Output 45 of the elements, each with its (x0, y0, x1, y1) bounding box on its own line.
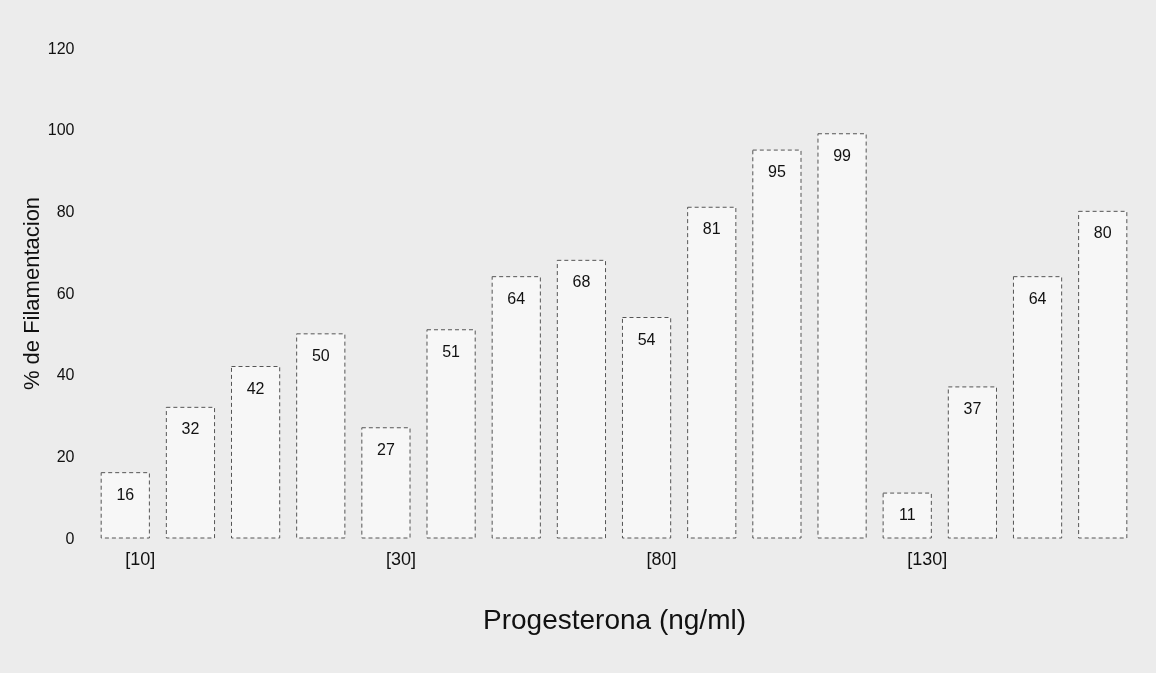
data-label: 95 (768, 163, 786, 181)
data-label: 68 (572, 273, 591, 291)
bar (1012, 276, 1063, 539)
bar (296, 333, 346, 539)
data-label: 51 (442, 342, 461, 360)
data-label: 32 (181, 420, 200, 438)
x-tick-label: [130] (907, 548, 948, 569)
data-label: 64 (1028, 289, 1047, 307)
bar (231, 366, 281, 539)
bar (752, 149, 802, 539)
y-tick-label: 100 (47, 121, 75, 139)
bar (1078, 210, 1128, 539)
bar (556, 259, 607, 539)
data-label: 11 (898, 506, 916, 524)
x-tick-label: [30] (385, 548, 416, 569)
data-label: 16 (116, 485, 135, 503)
x-tick-label: [80] (646, 548, 677, 569)
bar (687, 206, 737, 539)
bar (361, 427, 411, 539)
data-label: 27 (377, 440, 395, 458)
bar (817, 133, 867, 539)
bar (882, 492, 932, 539)
bar (165, 406, 216, 539)
bar (426, 329, 476, 539)
y-tick-label: 0 (65, 529, 75, 547)
y-tick-label: 120 (47, 39, 75, 57)
bar (100, 472, 150, 539)
x-axis-title: Progesterona (ng/ml) (482, 603, 747, 635)
data-label: 42 (246, 379, 265, 397)
data-label: 64 (507, 289, 526, 307)
y-tick-label: 80 (56, 202, 75, 220)
data-label: 80 (1093, 224, 1112, 242)
bar (621, 317, 672, 539)
data-label: 50 (311, 346, 330, 364)
bar (947, 386, 997, 539)
data-label: 81 (702, 220, 721, 238)
data-label: 54 (637, 330, 656, 348)
data-label: 37 (963, 399, 982, 417)
y-tick-label: 60 (56, 284, 75, 302)
bar (491, 276, 541, 539)
x-tick-label: [10] (125, 548, 156, 569)
y-axis-title: % de Filamentacion (18, 196, 44, 391)
y-tick-label: 20 (56, 447, 75, 465)
y-tick-label: 40 (56, 366, 75, 384)
data-label: 99 (833, 146, 852, 164)
